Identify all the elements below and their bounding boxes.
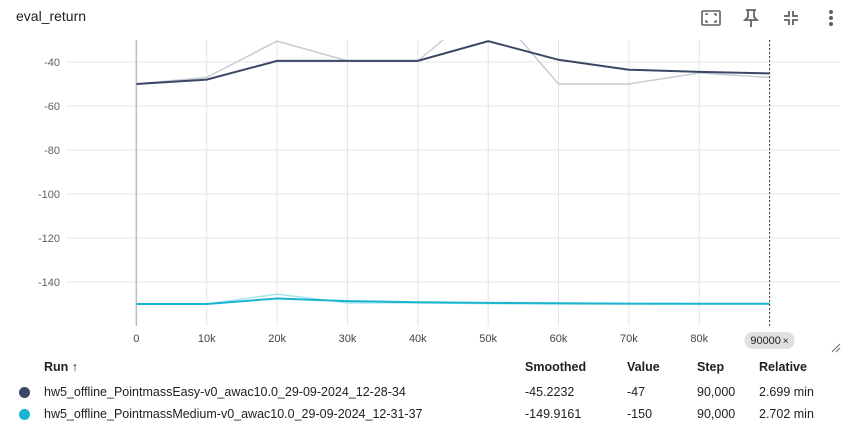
header-step: Step xyxy=(697,360,725,374)
x-tick-label: 10k xyxy=(198,333,216,345)
runs-table: Run ↑ Smoothed Value Step Relative hw5_o… xyxy=(0,356,854,425)
collapse-icon[interactable] xyxy=(778,6,804,30)
x-tick-label: 60k xyxy=(550,333,568,345)
hover-step-chip xyxy=(744,332,795,349)
hover-step-label: 90000 xyxy=(750,335,781,347)
line-chart[interactable]: -40 -60 -80 -100 -120 -140 0 10k 20k 30k 40k 50k 60… xyxy=(0,36,854,356)
table-row[interactable]: hw5_offline_PointmassMedium-v0_awac10.0_… xyxy=(0,403,854,425)
series-color-dot xyxy=(19,387,30,398)
x-tick-label: 40k xyxy=(409,333,427,345)
relative-time: 2.702 min xyxy=(759,407,814,421)
y-tick-label: -80 xyxy=(44,145,60,157)
y-axis: -40 -60 -80 -100 -120 -140 xyxy=(38,57,60,289)
x-tick-label: 80k xyxy=(690,333,708,345)
more-vert-icon[interactable] xyxy=(818,6,844,30)
series-smoothed-line xyxy=(136,40,770,85)
chart-toolbar xyxy=(698,6,844,30)
series-color-dot xyxy=(19,409,30,420)
pin-icon[interactable] xyxy=(738,6,764,30)
smoothed-value: -45.2232 xyxy=(525,385,575,399)
run-name: hw5_offline_PointmassMedium-v0_awac10.0_… xyxy=(44,407,423,421)
fit-domain-icon[interactable] xyxy=(698,6,724,30)
header-smoothed: Smoothed xyxy=(525,360,587,374)
resize-handle-icon[interactable] xyxy=(831,343,841,353)
y-tick-label: -40 xyxy=(44,57,60,69)
header-relative: Relative xyxy=(759,360,807,374)
x-tick-label: 0 xyxy=(133,333,139,345)
table-header: Run ↑ Smoothed Value Step Relative xyxy=(0,356,854,378)
hover-marker: 90000 × xyxy=(744,40,795,349)
header-value: Value xyxy=(627,360,660,374)
raw-value: -47 xyxy=(627,385,646,399)
x-axis: 0 10k 20k 30k 40k 50k 60k 70k 80k xyxy=(133,333,708,345)
x-tick-label: 30k xyxy=(339,333,357,345)
run-name: hw5_offline_PointmassEasy-v0_awac10.0_29… xyxy=(44,385,406,399)
x-tick-label: 20k xyxy=(268,333,286,345)
series-lines xyxy=(136,40,770,305)
chart-title: eval_return xyxy=(16,8,87,24)
x-tick-label: 50k xyxy=(479,333,497,345)
relative-time: 2.699 min xyxy=(759,385,814,399)
y-tick-label: -100 xyxy=(38,189,60,201)
y-tick-label: -140 xyxy=(38,277,60,289)
smoothed-value: -149.9161 xyxy=(525,407,582,421)
close-icon: × xyxy=(783,336,789,347)
header-run[interactable]: Run ↑ xyxy=(44,360,79,374)
step-value: 90,000 xyxy=(697,385,736,399)
step-value: 90,000 xyxy=(697,407,736,421)
y-tick-label: -120 xyxy=(38,233,60,245)
raw-value: -150 xyxy=(627,407,653,421)
series-raw-line xyxy=(136,40,770,85)
series-smoothed-line xyxy=(136,297,770,305)
x-tick-label: 70k xyxy=(620,333,638,345)
table-row[interactable]: hw5_offline_PointmassEasy-v0_awac10.0_29… xyxy=(0,381,854,403)
grid xyxy=(66,40,840,326)
y-tick-label: -60 xyxy=(44,101,60,113)
